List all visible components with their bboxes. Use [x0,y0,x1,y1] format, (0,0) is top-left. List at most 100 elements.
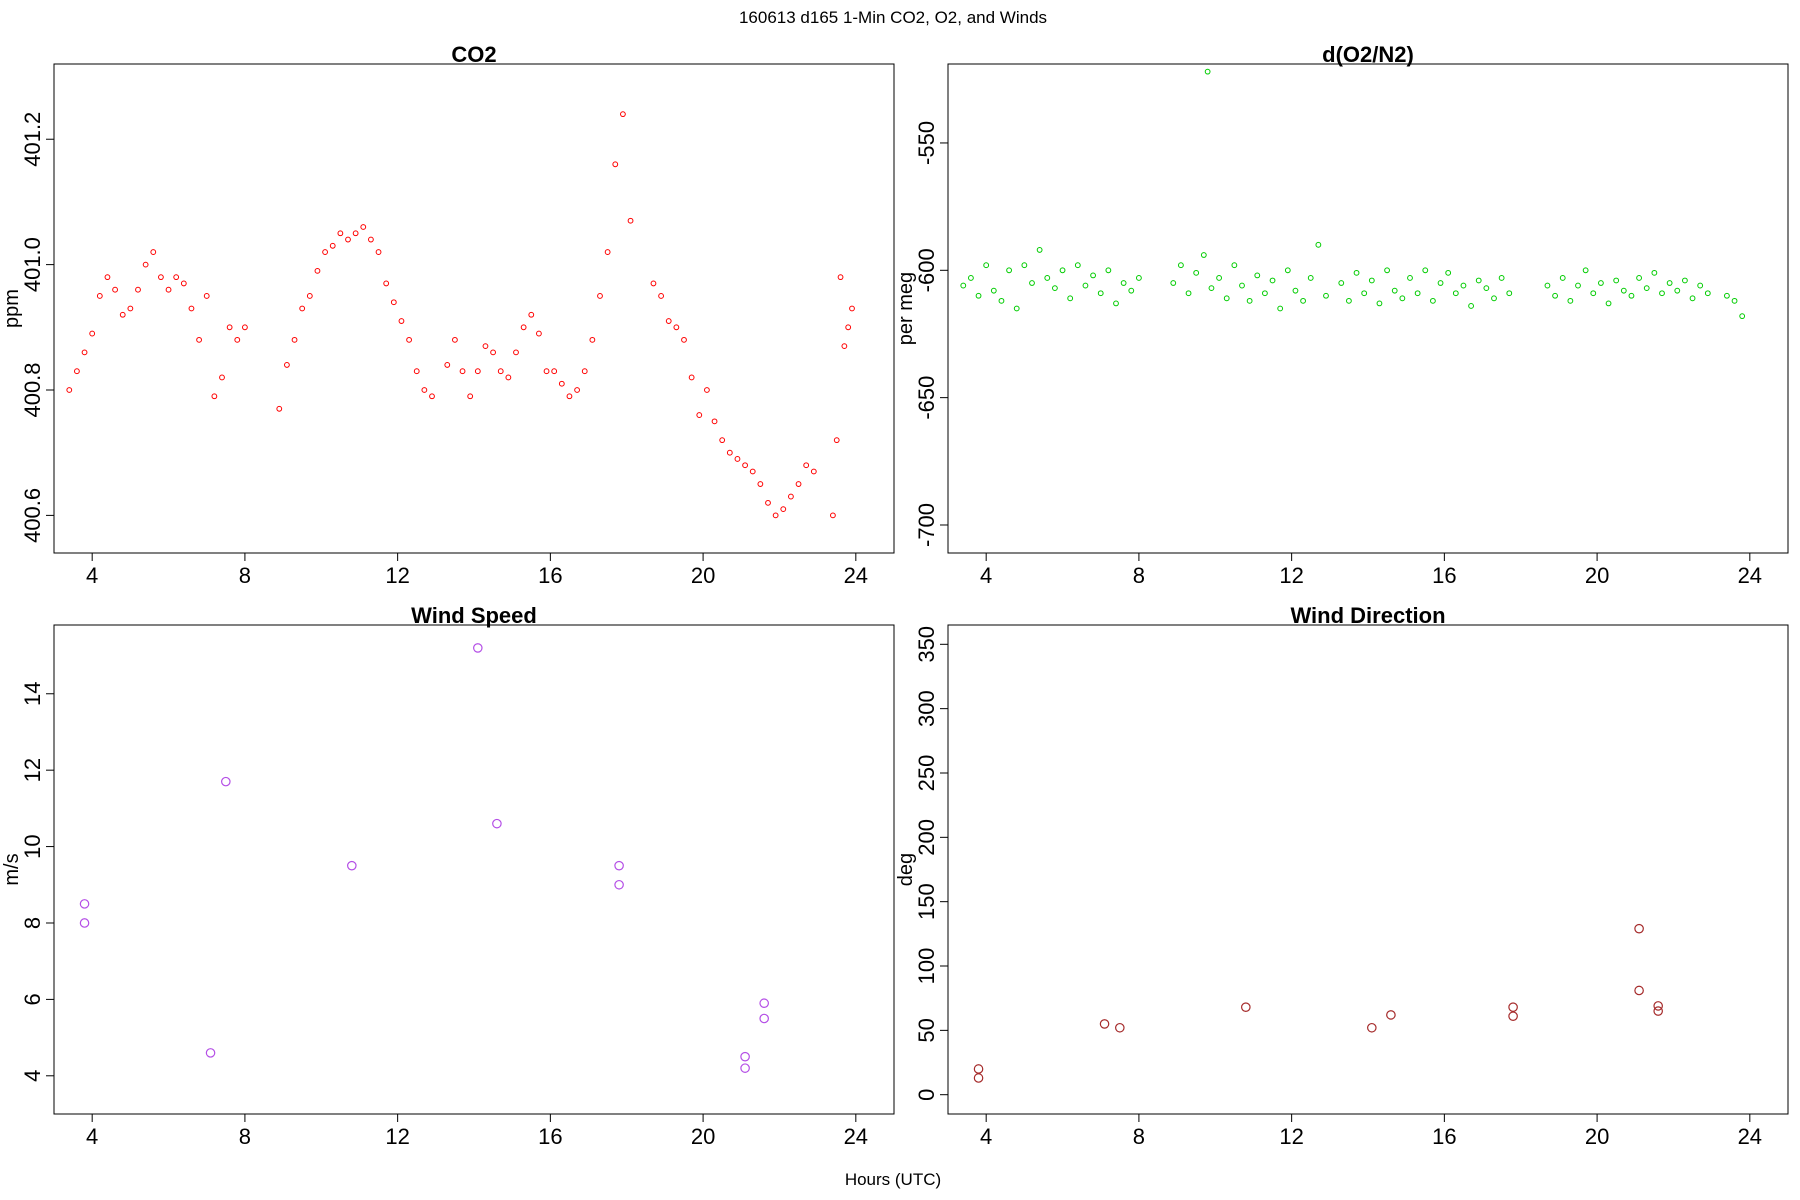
data-point [1628,292,1635,299]
data-point [1200,252,1207,258]
y-tick-label: 250 [914,755,939,792]
y-tick-label: 10 [20,834,45,858]
plot-frame [53,63,895,554]
x-tick-label: 4 [980,1124,992,1149]
data-point [490,349,496,356]
y-tick-label: -650 [914,376,939,420]
data-point [352,230,359,237]
data-point [757,481,764,487]
data-point [1689,295,1696,302]
data-point [1567,297,1574,304]
data-point [368,236,374,243]
data-point [726,449,733,456]
y-tick-label: 401.2 [20,112,45,167]
data-point [1029,280,1035,286]
data-point [973,1073,984,1083]
data-point [1231,262,1238,269]
x-tick-label: 12 [1279,563,1303,588]
data-point [1491,295,1497,302]
data-point [219,374,225,381]
data-point [1067,295,1074,302]
data-point [1239,282,1245,289]
data-point [1704,290,1711,297]
y-tick-label: 401.0 [20,237,45,292]
data-point [1634,985,1644,996]
data-point [1575,282,1581,289]
data-point [1128,287,1135,294]
data-point [759,998,769,1009]
data-point [1739,313,1746,320]
data-point [681,336,687,343]
panel-title: d(O2/N2) [1322,42,1414,67]
data-point [845,324,852,331]
data-point [383,280,390,287]
data-point [1399,295,1406,302]
data-point [1099,1019,1110,1029]
data-point [505,374,512,381]
data-point [1643,285,1650,292]
data-point [960,282,967,289]
data-point [421,387,428,393]
data-point [203,293,210,299]
data-point [81,349,88,356]
data-point [66,387,73,393]
data-point [452,336,458,343]
x-tick-label: 8 [1133,1124,1145,1149]
data-point [551,368,558,375]
data-point [973,1064,984,1074]
data-point [650,280,657,287]
y-axis-label: ppm [1,289,23,328]
data-point [127,305,134,312]
data-point [1082,282,1089,289]
data-point [165,286,172,293]
data-point [1074,262,1081,269]
data-point [1044,275,1051,281]
data-point [574,387,580,393]
data-point [1468,303,1474,309]
data-point [226,324,233,331]
data-point [242,324,248,331]
data-point [1097,290,1104,297]
data-point [1384,267,1390,274]
data-point [581,368,588,375]
data-point [841,343,848,350]
data-point [849,305,855,312]
data-point [1204,68,1211,75]
data-point [810,468,817,475]
data-point [1376,300,1383,307]
data-point [734,456,741,462]
data-point [1508,1011,1518,1021]
x-tick-label: 8 [1133,563,1145,588]
data-point [1682,277,1688,284]
data-point [329,242,336,249]
data-point [188,305,195,312]
data-point [589,336,596,343]
y-tick-label: 200 [914,819,939,856]
data-point [1216,275,1222,281]
data-point [142,261,149,268]
chart-panel-4: Wind Direction deg 4 8 12 16 20 24 0 50 100 150 200 2… [895,603,1789,1149]
data-point [704,387,710,393]
data-point [1506,290,1513,297]
data-point [1407,275,1413,281]
x-tick-label: 24 [1738,563,1762,588]
data-point [158,274,164,281]
data-point [1241,1002,1251,1012]
x-tick-label: 8 [239,1124,251,1149]
data-point [180,280,187,287]
data-point [337,230,344,237]
data-point [1185,290,1192,297]
data-point [104,274,111,281]
data-point [1422,267,1429,274]
chart-panel-2: d(O2/N2) per meg 4 8 12 16 20 24 -700 -650 -600 -55… [895,42,1789,588]
y-tick-label: 4 [20,1070,45,1082]
data-point [1338,280,1345,286]
data-point [1508,1002,1518,1012]
data-point [482,343,489,350]
data-point [1307,275,1314,281]
y-axis-label: deg [895,853,917,886]
x-tick-label: 8 [239,563,251,588]
data-point [788,493,794,500]
data-point [688,374,695,381]
data-point [322,249,328,255]
